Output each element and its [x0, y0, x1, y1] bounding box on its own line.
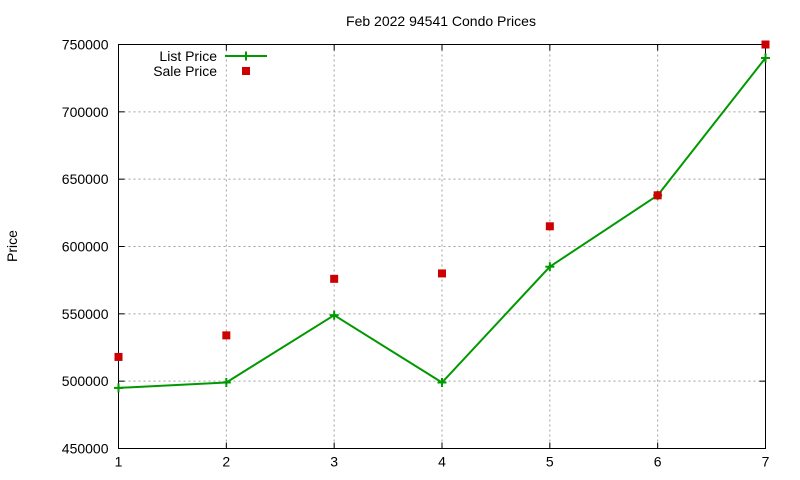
- legend-marker-sale-price: [242, 67, 250, 75]
- y-tick-label: 500000: [62, 373, 109, 389]
- legend-marker-list-price: [241, 51, 251, 61]
- x-tick-label: 4: [438, 454, 446, 470]
- sale-price-point: [114, 352, 123, 361]
- list-price-point: [761, 53, 770, 63]
- x-tick-label: 5: [546, 454, 554, 470]
- plot-border: [118, 44, 766, 449]
- x-tick-label: 6: [654, 454, 662, 470]
- x-tick-label: 7: [762, 454, 770, 470]
- list-price-point: [221, 378, 231, 388]
- y-axis-label: Price: [4, 230, 20, 262]
- x-tick-label: 3: [330, 454, 338, 470]
- chart-title: Feb 2022 94541 Condo Prices: [346, 13, 536, 29]
- sale-price-point: [653, 191, 662, 200]
- sale-price-point: [330, 274, 339, 283]
- legend-label-sale-price: Sale Price: [153, 63, 217, 79]
- y-tick-label: 600000: [62, 239, 109, 255]
- x-tick-label: 1: [115, 454, 123, 470]
- list-price-point: [114, 383, 123, 393]
- sale-price-point: [545, 222, 554, 231]
- x-tick-label: 2: [222, 454, 230, 470]
- list-price-point: [437, 378, 447, 388]
- y-tick-label: 700000: [62, 104, 109, 120]
- list-price-point: [545, 262, 555, 272]
- y-tick-label: 450000: [62, 441, 109, 457]
- grid: [118, 44, 766, 449]
- y-tick-label: 550000: [62, 306, 109, 322]
- list-price-point: [329, 310, 339, 320]
- sale-price-point: [761, 40, 770, 49]
- sale-price-point: [438, 269, 446, 278]
- legend-label-list-price: List Price: [159, 48, 217, 64]
- list-price-line: [118, 57, 767, 389]
- series-group: [114, 40, 770, 393]
- sale-price-point: [222, 331, 231, 340]
- y-tick-label: 750000: [62, 37, 109, 53]
- axis-ticks: 450000 500000 550000 600000 650000 700000 7500…: [62, 37, 770, 470]
- y-tick-label: 650000: [62, 171, 109, 187]
